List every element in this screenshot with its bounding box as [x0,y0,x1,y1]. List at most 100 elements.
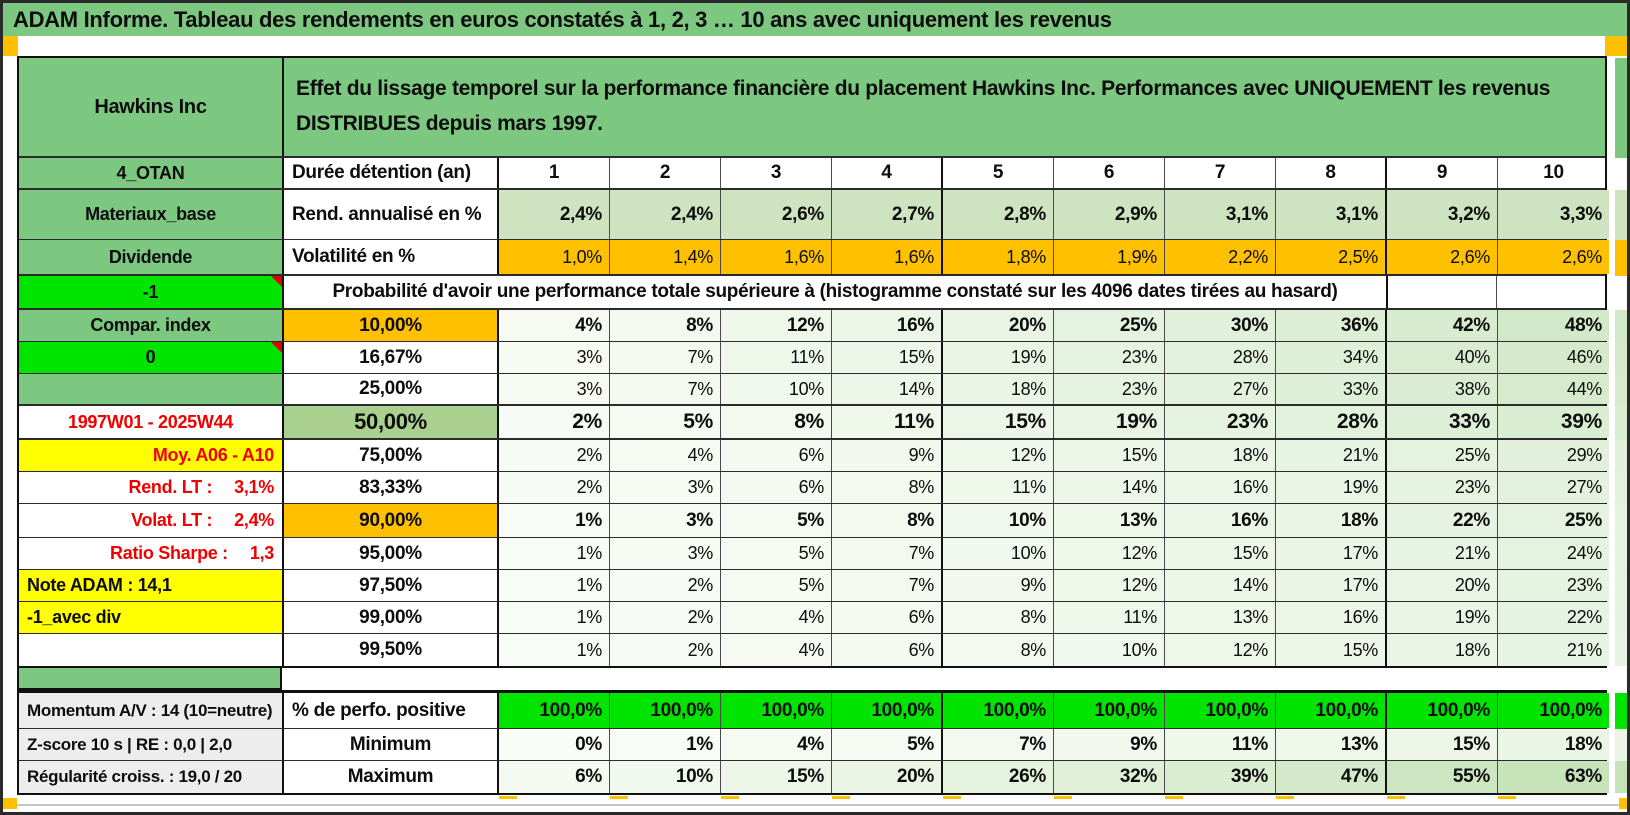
data-cell[interactable]: 100,0% [1498,693,1609,728]
data-cell[interactable]: 100,0% [499,693,610,728]
data-cell[interactable]: 6% [721,440,832,471]
data-cell[interactable]: 18% [1276,504,1387,537]
data-cell[interactable]: 3% [610,472,721,503]
data-cell[interactable]: 23% [1054,342,1165,373]
left-label-cell[interactable]: Moy. A06 - A10 [19,440,284,471]
table-description-cell[interactable]: Effet du lissage temporel sur la perform… [284,58,1605,156]
left-label-cell[interactable]: Compar. index [19,310,284,341]
data-cell[interactable]: 12% [721,310,832,341]
data-cell[interactable]: 18% [943,374,1054,404]
data-cell[interactable]: 9% [943,570,1054,601]
data-cell[interactable]: 40% [1387,342,1498,373]
data-cell[interactable]: 2 [610,158,721,188]
data-cell[interactable]: 1,0% [499,240,610,274]
data-cell[interactable]: 7% [832,570,943,601]
data-cell[interactable]: 25% [1498,504,1609,537]
data-cell[interactable]: 7% [610,374,721,404]
data-cell[interactable]: 22% [1498,602,1609,633]
data-cell[interactable]: 22% [1387,504,1498,537]
data-cell[interactable]: 42% [1387,310,1498,341]
row-label-cell[interactable]: % de perfo. positive [284,693,499,728]
data-cell[interactable]: 10% [610,761,721,793]
data-cell[interactable]: 6 [1054,158,1165,188]
row-label-cell[interactable]: 90,00% [284,504,499,537]
data-cell[interactable]: 2,4% [499,190,610,239]
left-label-cell[interactable]: -1_avec div [19,602,284,633]
data-cell[interactable]: 47% [1276,761,1387,793]
data-cell[interactable]: 9 [1387,158,1498,188]
data-cell[interactable]: 5% [610,406,721,438]
left-label-cell[interactable]: -1 [19,276,284,308]
left-label-cell[interactable]: Ratio Sharpe : 1,3 [19,538,284,569]
data-cell[interactable]: 33% [1387,406,1498,438]
data-cell[interactable]: 12% [1054,538,1165,569]
data-cell[interactable]: 12% [943,440,1054,471]
data-cell[interactable]: 1% [499,602,610,633]
data-cell[interactable]: 11% [943,472,1054,503]
row-label-cell[interactable]: Rend. annualisé en % [284,190,499,239]
data-cell[interactable]: 3% [499,342,610,373]
row-label-cell[interactable]: Durée détention (an) [284,158,499,188]
data-cell[interactable]: 27% [1165,374,1276,404]
row-label-cell[interactable]: Volatilité en % [284,240,499,274]
data-cell[interactable]: 15% [1054,440,1165,471]
left-label-cell[interactable] [19,374,284,404]
data-cell[interactable]: 3% [610,504,721,537]
data-cell[interactable]: 7% [832,538,943,569]
data-cell[interactable]: 4% [499,310,610,341]
data-cell[interactable]: 15% [1387,729,1498,760]
left-label-cell[interactable]: Dividende [19,240,284,274]
data-cell[interactable]: 23% [1054,374,1165,404]
data-cell[interactable]: 27% [1498,472,1609,503]
data-cell[interactable]: 19% [1276,472,1387,503]
left-label-cell[interactable]: Materiaux_base [19,190,284,239]
data-cell[interactable]: 15% [832,342,943,373]
data-cell[interactable]: 1 [499,158,610,188]
data-cell[interactable]: 8% [610,310,721,341]
row-label-cell[interactable]: 83,33% [284,472,499,503]
data-cell[interactable]: 34% [1276,342,1387,373]
data-cell[interactable]: 5% [721,504,832,537]
data-cell[interactable]: 20% [943,310,1054,341]
data-cell[interactable]: 15% [1165,538,1276,569]
data-cell[interactable]: 3% [610,538,721,569]
data-cell[interactable]: 55% [1387,761,1498,793]
data-cell[interactable]: 1,6% [721,240,832,274]
data-cell[interactable]: 10 [1543,162,1564,183]
data-cell[interactable]: 15% [721,761,832,793]
data-cell[interactable]: 100,0% [943,693,1054,728]
data-cell[interactable]: 18% [1498,729,1609,760]
data-cell[interactable]: 6% [832,602,943,633]
data-cell[interactable]: 6% [721,472,832,503]
data-cell[interactable]: 44% [1498,374,1609,404]
data-cell[interactable]: 20% [832,761,943,793]
data-cell[interactable]: 2% [499,406,610,438]
row-label-cell[interactable]: 50,00% [284,406,499,438]
data-cell[interactable]: 36% [1276,310,1387,341]
data-cell[interactable]: 7% [610,342,721,373]
data-cell[interactable]: 19% [1387,602,1498,633]
data-cell[interactable]: 2,6% [1387,240,1498,274]
data-cell[interactable]: 11% [832,406,943,438]
data-cell[interactable]: 46% [1498,342,1609,373]
left-label-cell[interactable]: Volat. LT : 2,4% [19,504,284,537]
empty-cell[interactable] [1497,276,1608,308]
data-cell[interactable]: 18% [1387,634,1498,666]
data-cell[interactable]: 2% [499,440,610,471]
data-cell[interactable]: 1% [610,729,721,760]
data-cell[interactable]: 8% [832,472,943,503]
data-cell[interactable]: 2,4% [610,190,721,239]
data-cell[interactable]: 24% [1498,538,1609,569]
data-cell[interactable]: 17% [1276,570,1387,601]
data-cell[interactable]: 4% [721,602,832,633]
row-label-cell[interactable]: 10,00% [284,310,499,341]
data-cell[interactable]: 3,1% [1165,190,1276,239]
data-cell[interactable]: 100,0% [832,693,943,728]
data-cell[interactable]: 13% [1054,504,1165,537]
data-cell[interactable]: 100,0% [1387,693,1498,728]
data-cell[interactable]: 30% [1165,310,1276,341]
data-cell[interactable]: 4% [610,440,721,471]
data-cell[interactable]: 11% [1165,729,1276,760]
data-cell[interactable]: 10% [721,374,832,404]
data-cell[interactable]: 7 [1165,158,1276,188]
